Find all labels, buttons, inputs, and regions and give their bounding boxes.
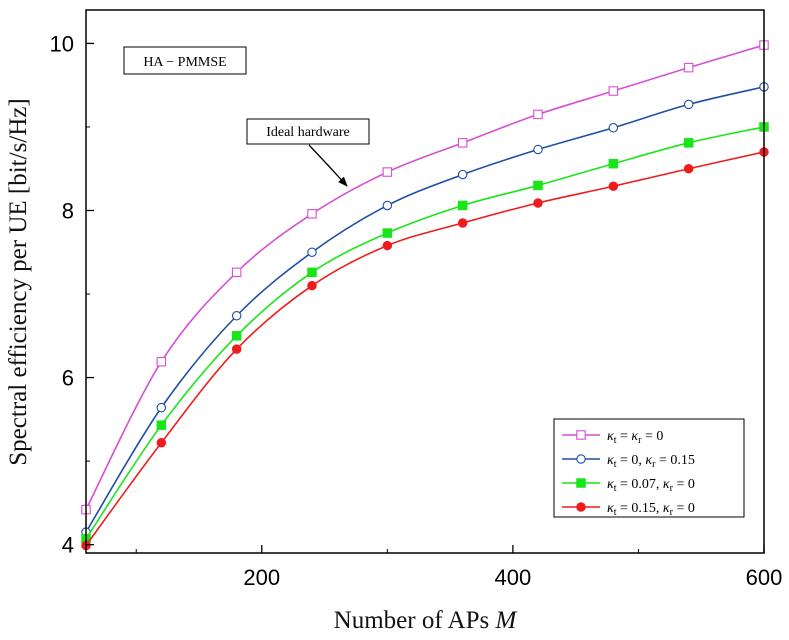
y-tick-label: 6 — [62, 366, 74, 391]
data-point — [307, 267, 317, 278]
data-point — [156, 402, 167, 413]
series-line — [85, 126, 765, 540]
x-axis-title: Number of APs M — [334, 607, 518, 634]
legend-label: κt = 0.07, κr = 0 — [607, 477, 695, 494]
data-point — [683, 62, 694, 73]
legend-marker — [576, 454, 586, 464]
data-point — [608, 123, 619, 133]
data-point — [608, 86, 619, 96]
legend-item: κt = 0, κr = 0.15 — [562, 453, 695, 470]
data-point — [683, 99, 694, 110]
legend-marker — [576, 502, 586, 512]
data-point — [231, 267, 242, 278]
plot-frame — [85, 9, 765, 554]
data-point — [231, 331, 242, 341]
data-point — [533, 198, 543, 208]
legend-label: κt = κr = 0 — [607, 429, 663, 446]
data-point — [382, 200, 393, 211]
x-tick-label: 400 — [495, 565, 532, 590]
series-4 — [81, 147, 769, 551]
data-point — [608, 158, 619, 169]
x-axis-variable: M — [494, 607, 517, 634]
data-point — [382, 240, 393, 251]
annotation-label: Ideal hardware — [266, 125, 350, 140]
data-point — [156, 437, 167, 448]
data-point — [231, 344, 242, 354]
legend-marker — [576, 430, 586, 440]
annotation-frame — [246, 118, 370, 145]
legend-item: κt = κr = 0 — [562, 429, 663, 446]
data-point — [533, 109, 543, 120]
ticks: 200 400 600 4 6 8 10 — [50, 31, 783, 590]
legend: κt = κr = 0 κt = 0, κr = 0.15 κt = 0.07, κ… — [553, 418, 745, 518]
data-point — [683, 138, 694, 148]
data-point — [307, 247, 317, 258]
data-point — [533, 180, 543, 191]
plot-content — [81, 40, 769, 551]
legend-item: κt = 0.07, κr = 0 — [562, 477, 695, 494]
y-tick-label: 10 — [50, 31, 74, 56]
data-point — [156, 356, 167, 367]
series-line — [85, 151, 765, 546]
legend-marker — [576, 478, 586, 488]
data-point — [457, 218, 468, 228]
algorithm-label: HA − PMMSE — [143, 55, 226, 70]
legend-label: κt = 0.15, κr = 0 — [607, 501, 695, 518]
algorithm-label-box: HA − PMMSE — [123, 46, 247, 75]
axes — [85, 9, 765, 554]
x-tick-label: 600 — [746, 565, 783, 590]
data-point — [307, 280, 317, 291]
legend-label: κt = 0, κr = 0.15 — [607, 453, 695, 470]
data-point — [608, 181, 619, 192]
data-point — [457, 200, 468, 211]
x-axis-title-main: Number of APs — [334, 607, 496, 634]
x-tick-label: 200 — [243, 565, 280, 590]
data-point — [307, 209, 317, 219]
legend-items: κt = κr = 0 κt = 0, κr = 0.15 κt = 0.07, κ… — [562, 429, 695, 518]
data-point — [382, 167, 393, 177]
series-line — [85, 86, 765, 533]
data-point — [457, 169, 468, 180]
data-point — [457, 138, 468, 148]
series-2 — [81, 82, 769, 537]
ideal-hardware-annotation: Ideal hardware — [246, 118, 370, 187]
data-point — [683, 163, 694, 174]
series-1 — [81, 40, 769, 515]
y-axis-title: Spectral efficiency per UE [bit/s/Hz] — [5, 98, 32, 465]
y-tick-label: 8 — [62, 198, 74, 223]
data-point — [382, 228, 393, 238]
algorithm-label-frame — [123, 46, 247, 75]
annotation-arrow — [308, 144, 348, 187]
data-point — [533, 144, 543, 155]
legend-item: κt = 0.15, κr = 0 — [562, 501, 695, 518]
data-point — [156, 420, 167, 430]
y-tick-label: 4 — [62, 533, 74, 558]
data-point — [231, 311, 242, 321]
